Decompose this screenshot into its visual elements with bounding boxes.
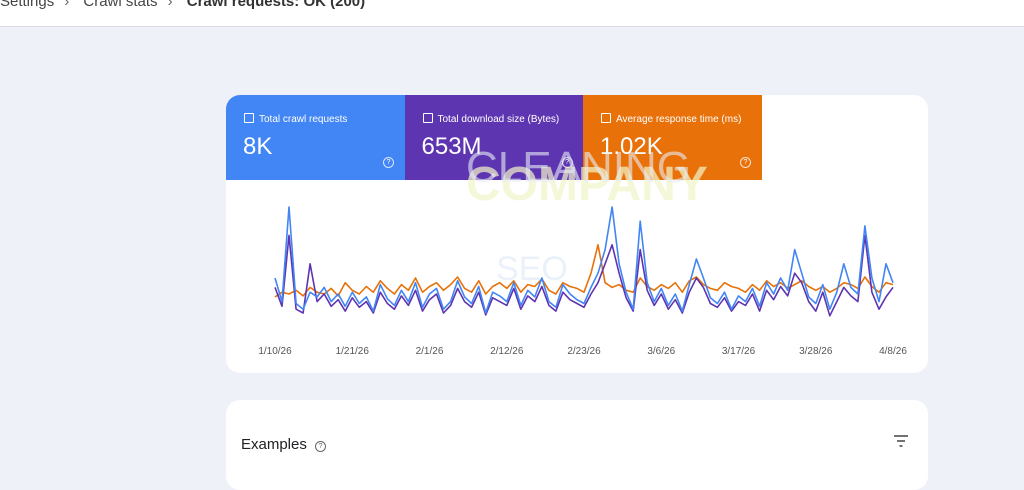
- x-tick-label: 1/21/26: [336, 346, 370, 357]
- x-tick-label: 2/23/26: [567, 346, 601, 357]
- x-tick-label: 1/10/26: [258, 346, 292, 357]
- legend-entry: Total crawl requests: [244, 113, 347, 125]
- checkbox: [601, 113, 611, 123]
- x-tick-label: 3/28/26: [799, 346, 833, 357]
- checkbox: [244, 113, 254, 123]
- legend-entry: Average response time (ms): [601, 113, 741, 125]
- metric-tile[interactable]: Total crawl requests 8K?: [226, 95, 405, 180]
- legend-label: Average response time (ms): [616, 114, 742, 125]
- legend-label: Total crawl requests: [259, 114, 348, 125]
- legend-label: Total download size (Bytes): [437, 114, 560, 125]
- legend-entry: Total download size (Bytes): [422, 113, 560, 125]
- breadcrumb-link[interactable]: Crawl stats: [83, 0, 158, 10]
- chart: COMPANY CLEANING SEO 1/10/26 1/21/26 2/1/2…: [258, 143, 907, 357]
- checkbox: [422, 113, 433, 123]
- help-icon[interactable]: ?: [561, 157, 573, 168]
- help-icon[interactable]: ?: [740, 157, 751, 168]
- series-line: [274, 234, 894, 317]
- watermark: COMPANY: [466, 158, 708, 211]
- breadcrumb-link[interactable]: Settings: [0, 0, 55, 10]
- breadcrumb-current: Crawl requests: OK (200): [186, 0, 366, 10]
- breadcrumb: Settings › Crawl stats › Crawl requests: O…: [0, 0, 375, 10]
- watermark: SEO: [496, 250, 568, 288]
- metric-tile[interactable]: Total download size (Bytes) 653M?: [404, 95, 584, 180]
- examples-title: Examples ?: [241, 436, 327, 453]
- top-bar: Settings › Crawl stats › Crawl requests: O…: [0, 0, 1024, 27]
- series-line: [274, 206, 894, 314]
- filter-icon[interactable]: [893, 435, 909, 447]
- help-icon[interactable]: ?: [383, 157, 394, 168]
- help-icon[interactable]: ?: [315, 441, 327, 452]
- metric-value: 1.02K: [600, 133, 663, 160]
- chart-card: Total crawl requests 8K? Total download si…: [226, 95, 928, 373]
- examples-card: Examples ?: [226, 400, 928, 490]
- x-tick-label: 3/17/26: [722, 346, 756, 357]
- x-tick-label: 2/1/26: [416, 346, 444, 357]
- watermark: CLEANING: [466, 143, 691, 192]
- x-tick-label: 2/12/26: [490, 346, 524, 357]
- metric-tile[interactable]: Average response time (ms) 1.02K?: [583, 95, 762, 180]
- metric-value: 8K: [243, 133, 273, 160]
- x-tick-label: 4/8/26: [879, 346, 907, 357]
- x-tick-label: 3/6/26: [647, 346, 675, 357]
- metric-value: 653M: [421, 133, 482, 160]
